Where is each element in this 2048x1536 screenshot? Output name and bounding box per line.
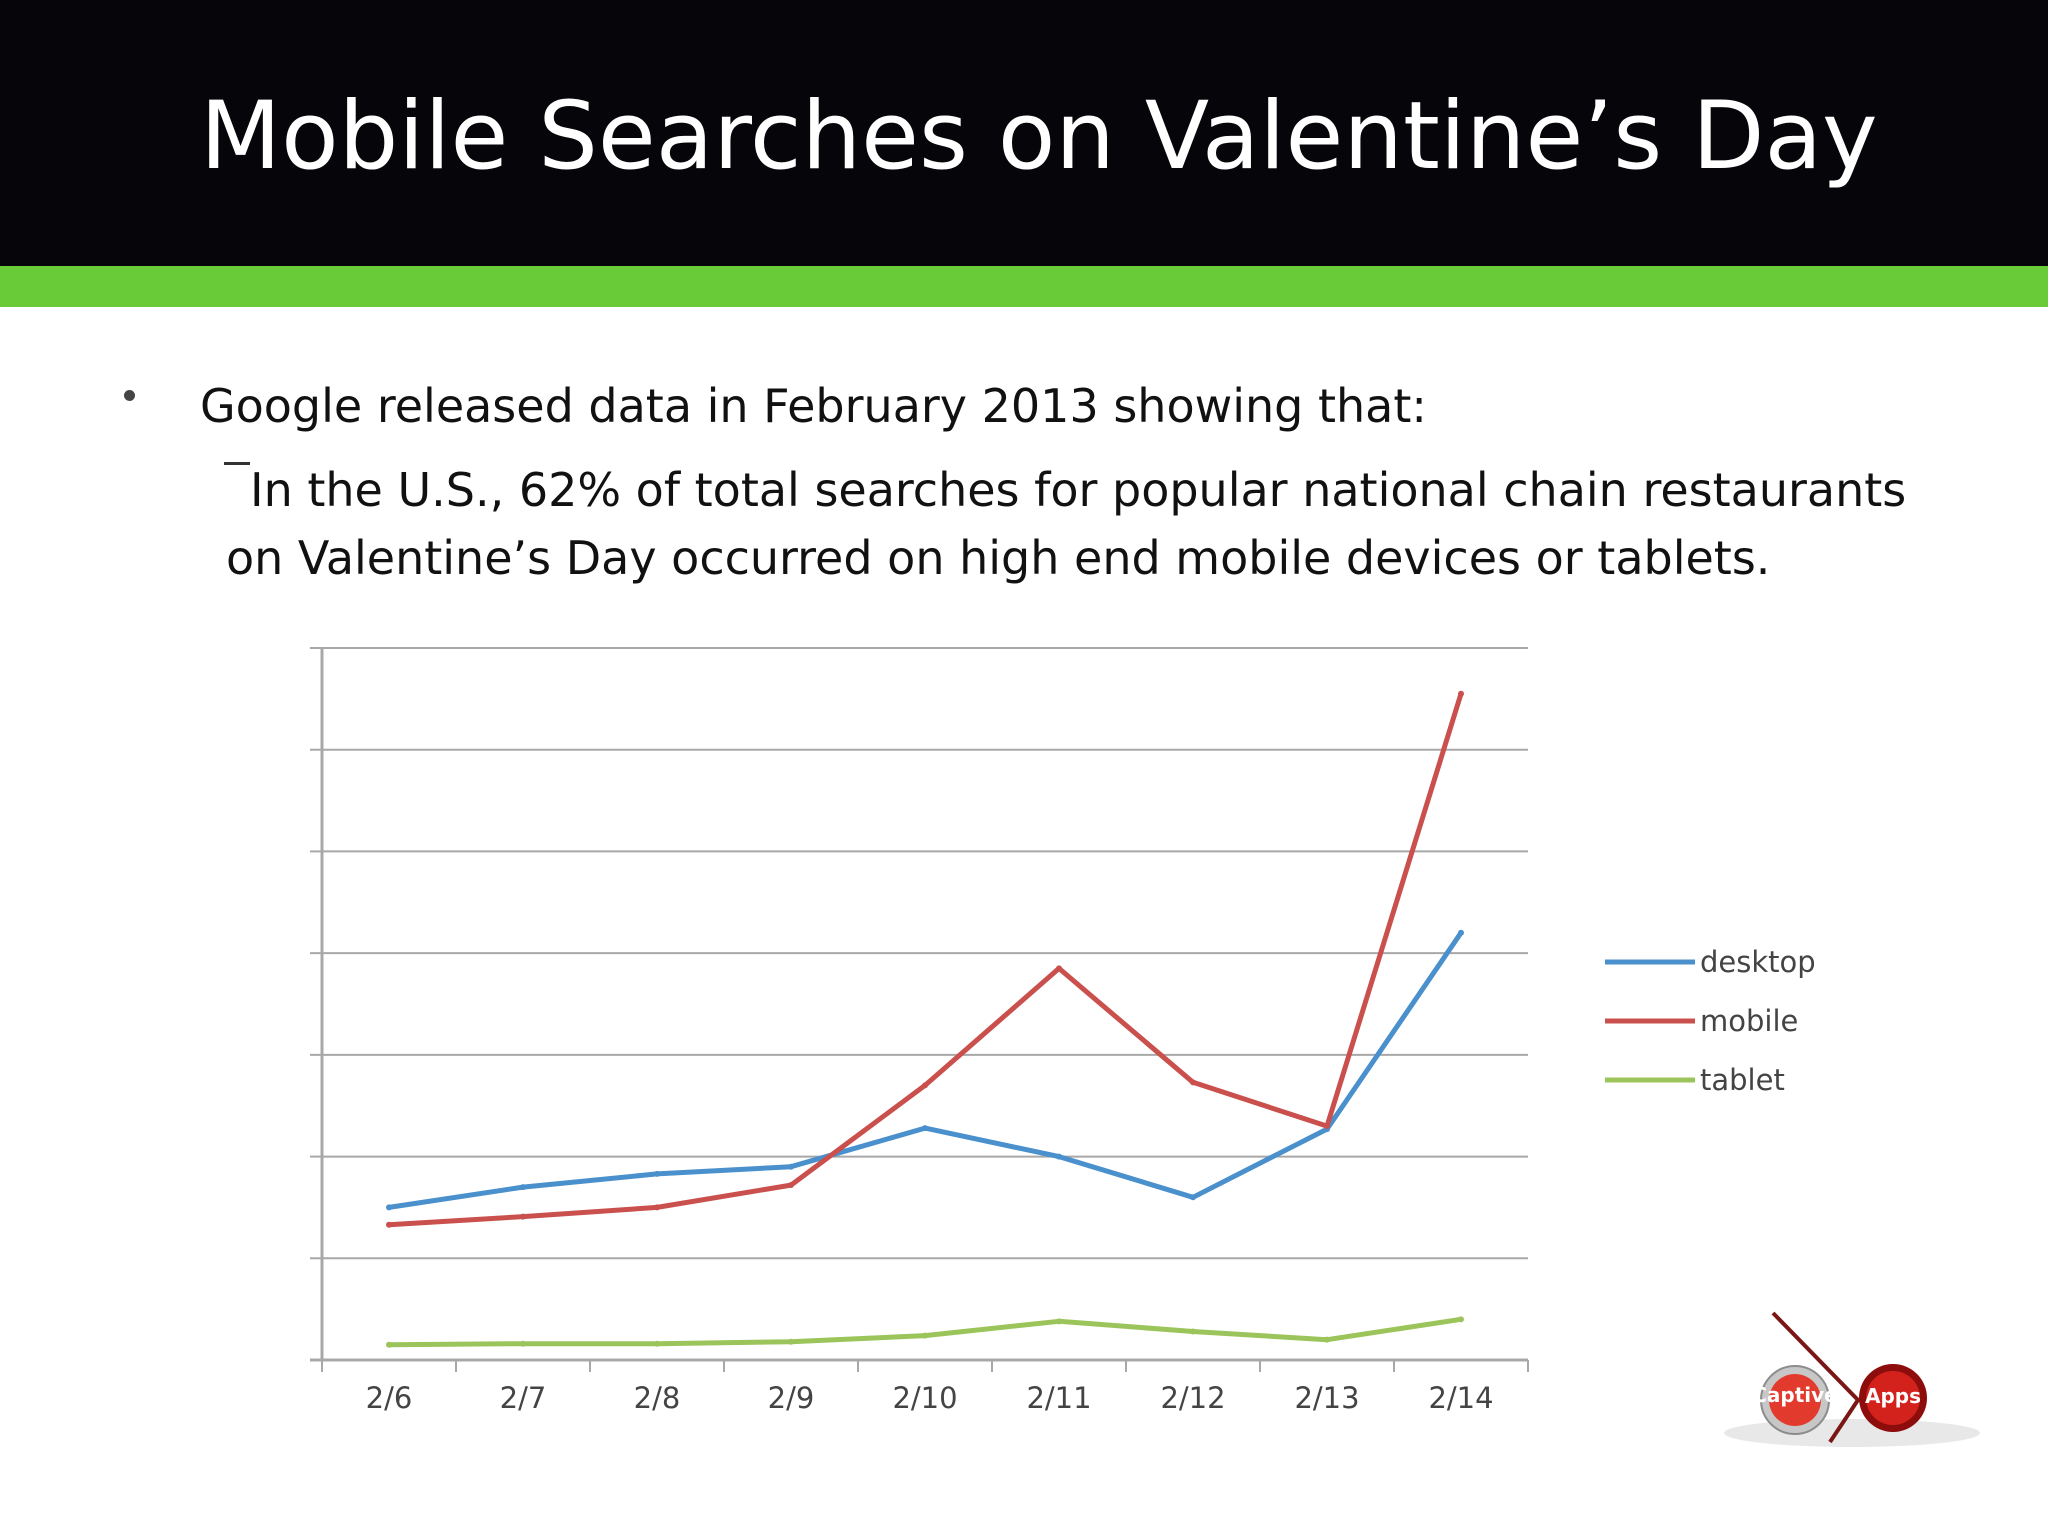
bullet-dot-icon <box>124 390 135 401</box>
data-point-tablet <box>520 1340 526 1347</box>
x-tick-label: 2/13 <box>1294 1381 1359 1415</box>
data-point-mobile <box>1458 690 1464 697</box>
x-tick-label: 2/14 <box>1428 1381 1493 1415</box>
x-tick-label: 2/7 <box>500 1381 547 1415</box>
data-point-desktop <box>1458 929 1464 936</box>
chart-legend: desktop mobile tablet <box>1605 945 1816 1097</box>
data-point-mobile <box>1056 965 1062 972</box>
x-tick-label: 2/8 <box>634 1381 681 1415</box>
sub-bullet-line-1: In the U.S., 62% of total searches for p… <box>250 463 1907 517</box>
data-point-tablet <box>1056 1318 1062 1325</box>
bullet-text: Google released data in February 2013 sh… <box>200 379 1427 433</box>
slide-title: Mobile Searches on Valentine’s Day <box>200 82 1878 191</box>
data-point-mobile <box>788 1182 794 1189</box>
accent-bar <box>0 266 2048 307</box>
data-point-desktop <box>1056 1153 1062 1160</box>
data-point-tablet <box>922 1332 928 1339</box>
data-point-desktop <box>788 1163 794 1170</box>
series-line-tablet <box>386 1316 1464 1348</box>
data-point-desktop <box>520 1184 526 1191</box>
captive-apps-logo: Captive Apps <box>1724 1311 1980 1447</box>
x-tick-label: 2/6 <box>366 1381 413 1415</box>
sub-bullet: In the U.S., 62% of total searches for p… <box>226 456 1966 592</box>
sub-bullet-line-2: on Valentine’s Day occurred on high end … <box>226 531 1771 585</box>
data-point-mobile <box>520 1213 526 1220</box>
data-point-mobile <box>1324 1123 1330 1130</box>
x-tick-label: 2/10 <box>892 1381 957 1415</box>
data-point-mobile <box>1190 1079 1196 1086</box>
x-tick-label: 2/11 <box>1026 1381 1091 1415</box>
data-point-desktop <box>654 1170 660 1177</box>
logo-right-text: Apps <box>1865 1384 1921 1408</box>
data-point-mobile <box>654 1204 660 1211</box>
data-point-tablet <box>1458 1316 1464 1323</box>
x-tick-label: 2/12 <box>1160 1381 1225 1415</box>
logo-left-text: Captive <box>1752 1383 1838 1407</box>
data-point-tablet <box>1324 1336 1330 1343</box>
legend-label-tablet: tablet <box>1700 1063 1785 1097</box>
data-point-desktop <box>386 1204 392 1211</box>
legend-label-desktop: desktop <box>1700 945 1816 979</box>
data-point-desktop <box>1190 1194 1196 1201</box>
dash-icon <box>224 462 250 465</box>
data-point-mobile <box>922 1082 928 1089</box>
chart-gridlines <box>322 647 1528 1260</box>
chart-axes: 2/6 2/7 2/8 2/9 2/10 2/11 2/12 2/13 2/14 <box>310 647 1529 1415</box>
data-point-tablet <box>654 1340 660 1347</box>
data-point-tablet <box>788 1338 794 1345</box>
legend-label-mobile: mobile <box>1700 1004 1798 1038</box>
x-tick-label: 2/9 <box>768 1381 815 1415</box>
data-point-mobile <box>386 1221 392 1228</box>
data-point-tablet <box>1190 1328 1196 1335</box>
slide-header: Mobile Searches on Valentine’s Day <box>0 0 2048 266</box>
series-line-desktop <box>386 930 1464 1210</box>
chart-series <box>386 690 1464 1348</box>
data-point-desktop <box>922 1125 928 1132</box>
data-point-tablet <box>386 1341 392 1348</box>
